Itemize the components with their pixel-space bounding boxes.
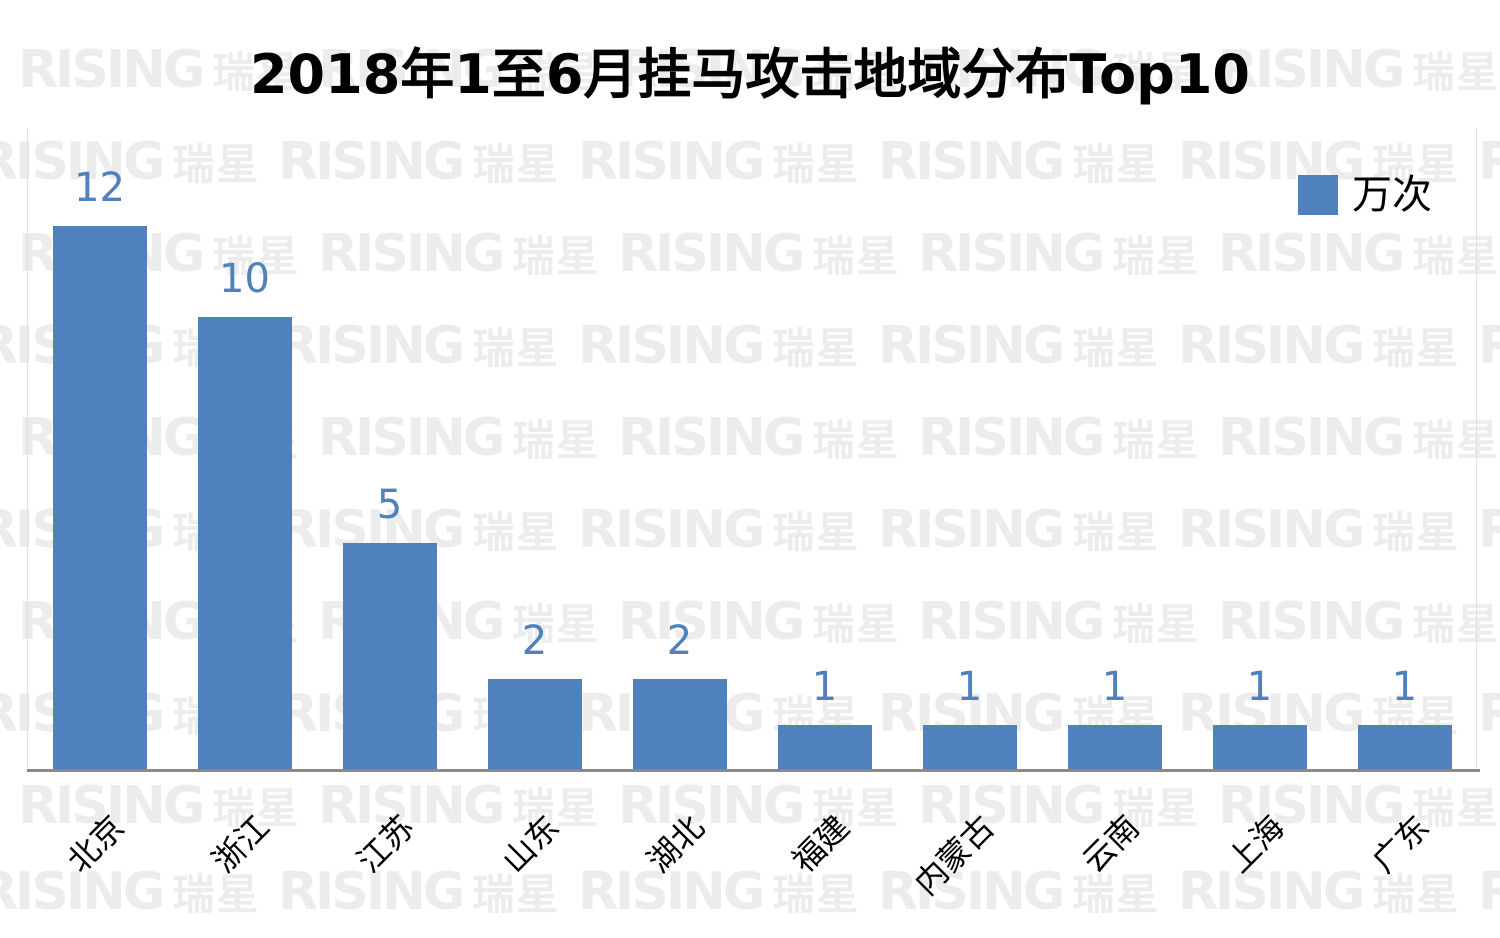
bars-container: 12 北京 10 浙江 5 江苏 2 山东 2 湖北 1 福建 1 内蒙古 1 云南 1 上海 1 广东 xyxy=(27,125,1477,903)
x-axis-label: 北京 xyxy=(60,807,133,881)
bar-value-label: 1 xyxy=(1246,664,1273,710)
bar-value-label: 2 xyxy=(666,618,693,664)
chart-title: 2018年1至6月挂马攻击地域分布Top10 xyxy=(249,43,1250,106)
bar-slot: 1 云南 xyxy=(1042,125,1187,880)
x-axis-label: 湖北 xyxy=(640,807,713,881)
legend-label: 万次 xyxy=(1352,172,1432,218)
bar xyxy=(1212,725,1307,770)
bar-slot: 1 上海 xyxy=(1187,125,1332,880)
x-axis-label: 上海 xyxy=(1220,807,1293,881)
bar-value-label: 1 xyxy=(956,664,983,710)
bar xyxy=(922,725,1017,770)
bar-slot: 1 广东 xyxy=(1332,125,1477,880)
legend-swatch xyxy=(1298,175,1338,215)
bar xyxy=(197,317,292,770)
bar-slot: 2 山东 xyxy=(462,125,607,880)
bar-value-label: 10 xyxy=(219,256,270,302)
x-axis-label: 江苏 xyxy=(350,807,423,881)
x-axis-label: 浙江 xyxy=(205,807,278,881)
bar-value-label: 12 xyxy=(74,165,125,211)
bar-value-label: 1 xyxy=(1391,664,1418,710)
bar-slot: 1 福建 xyxy=(752,125,897,880)
bar xyxy=(1067,725,1162,770)
x-axis-label: 山东 xyxy=(495,807,568,881)
x-axis-label: 福建 xyxy=(785,807,858,881)
plot-left-border xyxy=(27,128,28,770)
bar-value-label: 2 xyxy=(521,618,548,664)
bar-value-label: 1 xyxy=(811,664,838,710)
x-axis-label: 云南 xyxy=(1075,807,1148,881)
bar xyxy=(342,543,437,770)
x-axis-label: 广东 xyxy=(1365,807,1438,881)
bar xyxy=(487,679,582,770)
plot-right-border xyxy=(1476,128,1477,770)
bar-slot: 2 湖北 xyxy=(607,125,752,880)
bar xyxy=(1357,725,1452,770)
bar xyxy=(632,679,727,770)
x-axis-label: 内蒙古 xyxy=(907,807,1003,903)
x-axis-line xyxy=(27,769,1480,772)
bar xyxy=(777,725,872,770)
bar-slot: 5 江苏 xyxy=(317,125,462,880)
bar xyxy=(52,226,147,770)
bar-value-label: 5 xyxy=(376,482,403,528)
bar-slot: 12 北京 xyxy=(27,125,172,880)
bar-slot: 10 浙江 xyxy=(172,125,317,880)
bar-slot: 1 内蒙古 xyxy=(897,125,1042,903)
legend: 万次 xyxy=(1298,175,1432,215)
bar-value-label: 1 xyxy=(1101,664,1128,710)
